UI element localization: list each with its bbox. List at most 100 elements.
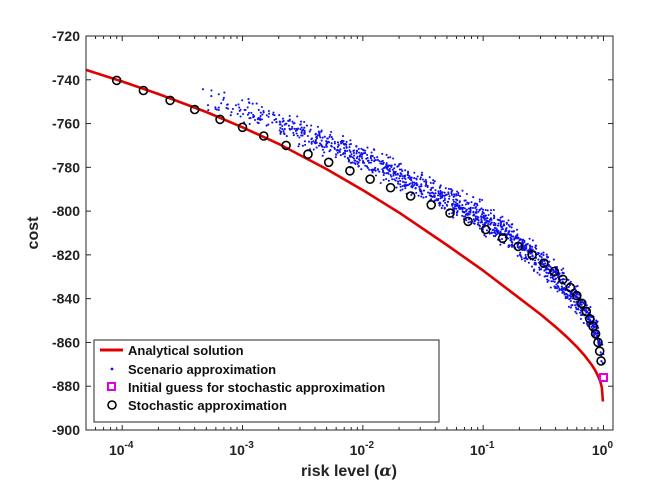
scenario-point [545,271,548,274]
scenario-point [535,247,538,250]
scenario-point [350,153,353,156]
scenario-point [470,201,473,204]
scenario-point [446,204,449,207]
scenario-point [424,178,427,181]
scenario-point [308,130,311,133]
scenario-point [486,217,489,220]
scenario-point [349,150,352,154]
scenario-point [551,280,555,283]
scenario-point [438,193,441,196]
y-tick-label: -820 [52,247,80,263]
scenario-point [345,146,348,149]
scenario-point [397,180,400,183]
scenario-point [511,235,514,238]
scenario-point [448,195,451,198]
scenario-point [492,234,495,237]
stochastic-marker [405,191,416,201]
scenario-point [392,157,395,160]
scenario-point [517,246,521,250]
scenario-point [425,195,428,198]
scenario-point [401,188,404,191]
scenario-point [489,209,493,212]
scenario-point [374,169,377,172]
scenario-point [303,140,306,143]
scenario-point [594,332,597,335]
scenario-point [589,306,592,309]
scenario-point [480,221,483,224]
scenario-point [469,207,472,210]
scenario-point [515,228,519,231]
scenario-point [207,109,210,112]
scenario-point [401,175,405,178]
scenario-point [555,277,558,280]
scenario-point [464,203,467,206]
scenario-point [335,149,338,152]
scenario-point [556,290,559,293]
scenario-point [401,169,404,173]
scenario-point [452,206,455,210]
scenario-point [512,230,515,233]
scenario-point [260,105,263,109]
scenario-point [360,168,363,171]
scenario-point [320,139,323,142]
scenario-point [297,145,300,148]
scenario-point [351,156,354,159]
scenario-point [210,89,213,92]
scenario-point [465,210,468,213]
scenario-point [420,171,424,174]
scenario-point [439,189,442,192]
scenario-point [341,135,345,138]
scenario-point [433,194,436,197]
scenario-point [316,125,319,128]
scenario-point [406,184,409,187]
scenario-point [546,280,549,283]
scenario-point [540,268,543,271]
scenario-point [358,159,361,162]
initial-guess-marker [599,373,608,382]
scenario-point [451,204,454,207]
plot-frame [85,35,614,431]
scenario-point [285,135,288,138]
scenario-point [319,136,322,139]
scenario-point [295,129,298,132]
scenario-point [468,210,471,213]
scenario-point [549,265,552,268]
scenario-point [399,185,402,188]
scenario-point [250,111,253,114]
stochastic-marker [281,140,291,151]
scenario-point [529,255,532,258]
scenario-point [481,198,484,202]
scenario-point [481,208,485,211]
scenario-point [303,120,306,124]
scenario-point [296,115,299,118]
scenario-point [316,134,319,137]
scenario-point [328,135,331,138]
scenario-point [352,151,355,154]
scenario-point [502,224,505,227]
scenario-point [540,260,543,263]
x-tick-label: 10-4 [109,440,134,458]
x-axis-title: risk level (α) [301,461,397,480]
scenario-point [345,140,348,143]
x-tick-label: 10-3 [229,440,254,458]
scenario-point [386,171,390,174]
scenario-point [230,111,233,114]
scenario-point [404,169,407,172]
scenario-point [344,150,347,153]
scenario-point [370,159,373,162]
scenario-point [303,131,306,134]
scenario-point [371,171,374,174]
x-axis-title-close: ) [392,463,397,480]
scenario-point [466,201,469,204]
scenario-point [472,210,475,213]
scenario-point [304,143,307,146]
scenario-point [439,191,442,194]
scenario-point [475,208,478,211]
scenario-point [560,285,563,288]
scenario-point [529,245,532,248]
scenario-point [370,168,373,172]
scenario-series [201,88,605,365]
scenario-point [523,249,526,252]
scenario-point [374,159,377,162]
